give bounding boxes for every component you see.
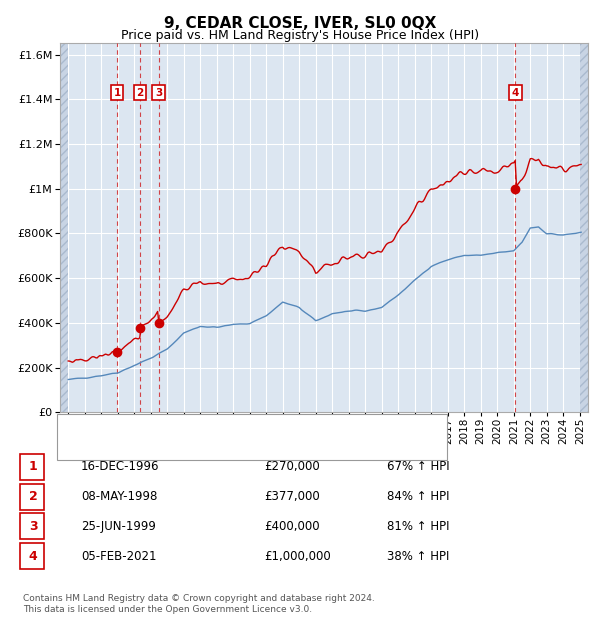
Bar (580, 43, 588, 412)
Text: 2: 2 (29, 490, 37, 503)
Text: 9, CEDAR CLOSE, IVER, SL0 0QX: 9, CEDAR CLOSE, IVER, SL0 0QX (164, 16, 436, 30)
Text: 67% ↑ HPI: 67% ↑ HPI (387, 461, 449, 473)
Text: £270,000: £270,000 (264, 461, 320, 473)
Text: 2: 2 (136, 87, 143, 97)
Text: 3: 3 (29, 520, 37, 533)
Text: £400,000: £400,000 (264, 520, 320, 533)
Text: HPI: Average price, detached house, Buckinghamshire: HPI: Average price, detached house, Buck… (101, 442, 385, 452)
Text: Price paid vs. HM Land Registry's House Price Index (HPI): Price paid vs. HM Land Registry's House … (121, 29, 479, 42)
Text: 9, CEDAR CLOSE, IVER, SL0 0QX (detached house): 9, CEDAR CLOSE, IVER, SL0 0QX (detached … (101, 423, 364, 433)
Text: 08-MAY-1998: 08-MAY-1998 (81, 490, 157, 503)
Text: 84% ↑ HPI: 84% ↑ HPI (387, 490, 449, 503)
Text: 38% ↑ HPI: 38% ↑ HPI (387, 550, 449, 562)
Text: 4: 4 (512, 87, 519, 97)
Text: 1: 1 (29, 461, 37, 473)
Text: 81% ↑ HPI: 81% ↑ HPI (387, 520, 449, 533)
Text: £377,000: £377,000 (264, 490, 320, 503)
Text: 05-FEB-2021: 05-FEB-2021 (81, 550, 157, 562)
Text: 3: 3 (155, 87, 162, 97)
Text: This data is licensed under the Open Government Licence v3.0.: This data is licensed under the Open Gov… (23, 604, 312, 614)
Text: Contains HM Land Registry data © Crown copyright and database right 2024.: Contains HM Land Registry data © Crown c… (23, 593, 374, 603)
Text: £1,000,000: £1,000,000 (264, 550, 331, 562)
Text: 25-JUN-1999: 25-JUN-1999 (81, 520, 156, 533)
Text: 16-DEC-1996: 16-DEC-1996 (81, 461, 160, 473)
Text: 4: 4 (29, 550, 37, 562)
Text: 1: 1 (113, 87, 121, 97)
Bar (60, 43, 68, 412)
